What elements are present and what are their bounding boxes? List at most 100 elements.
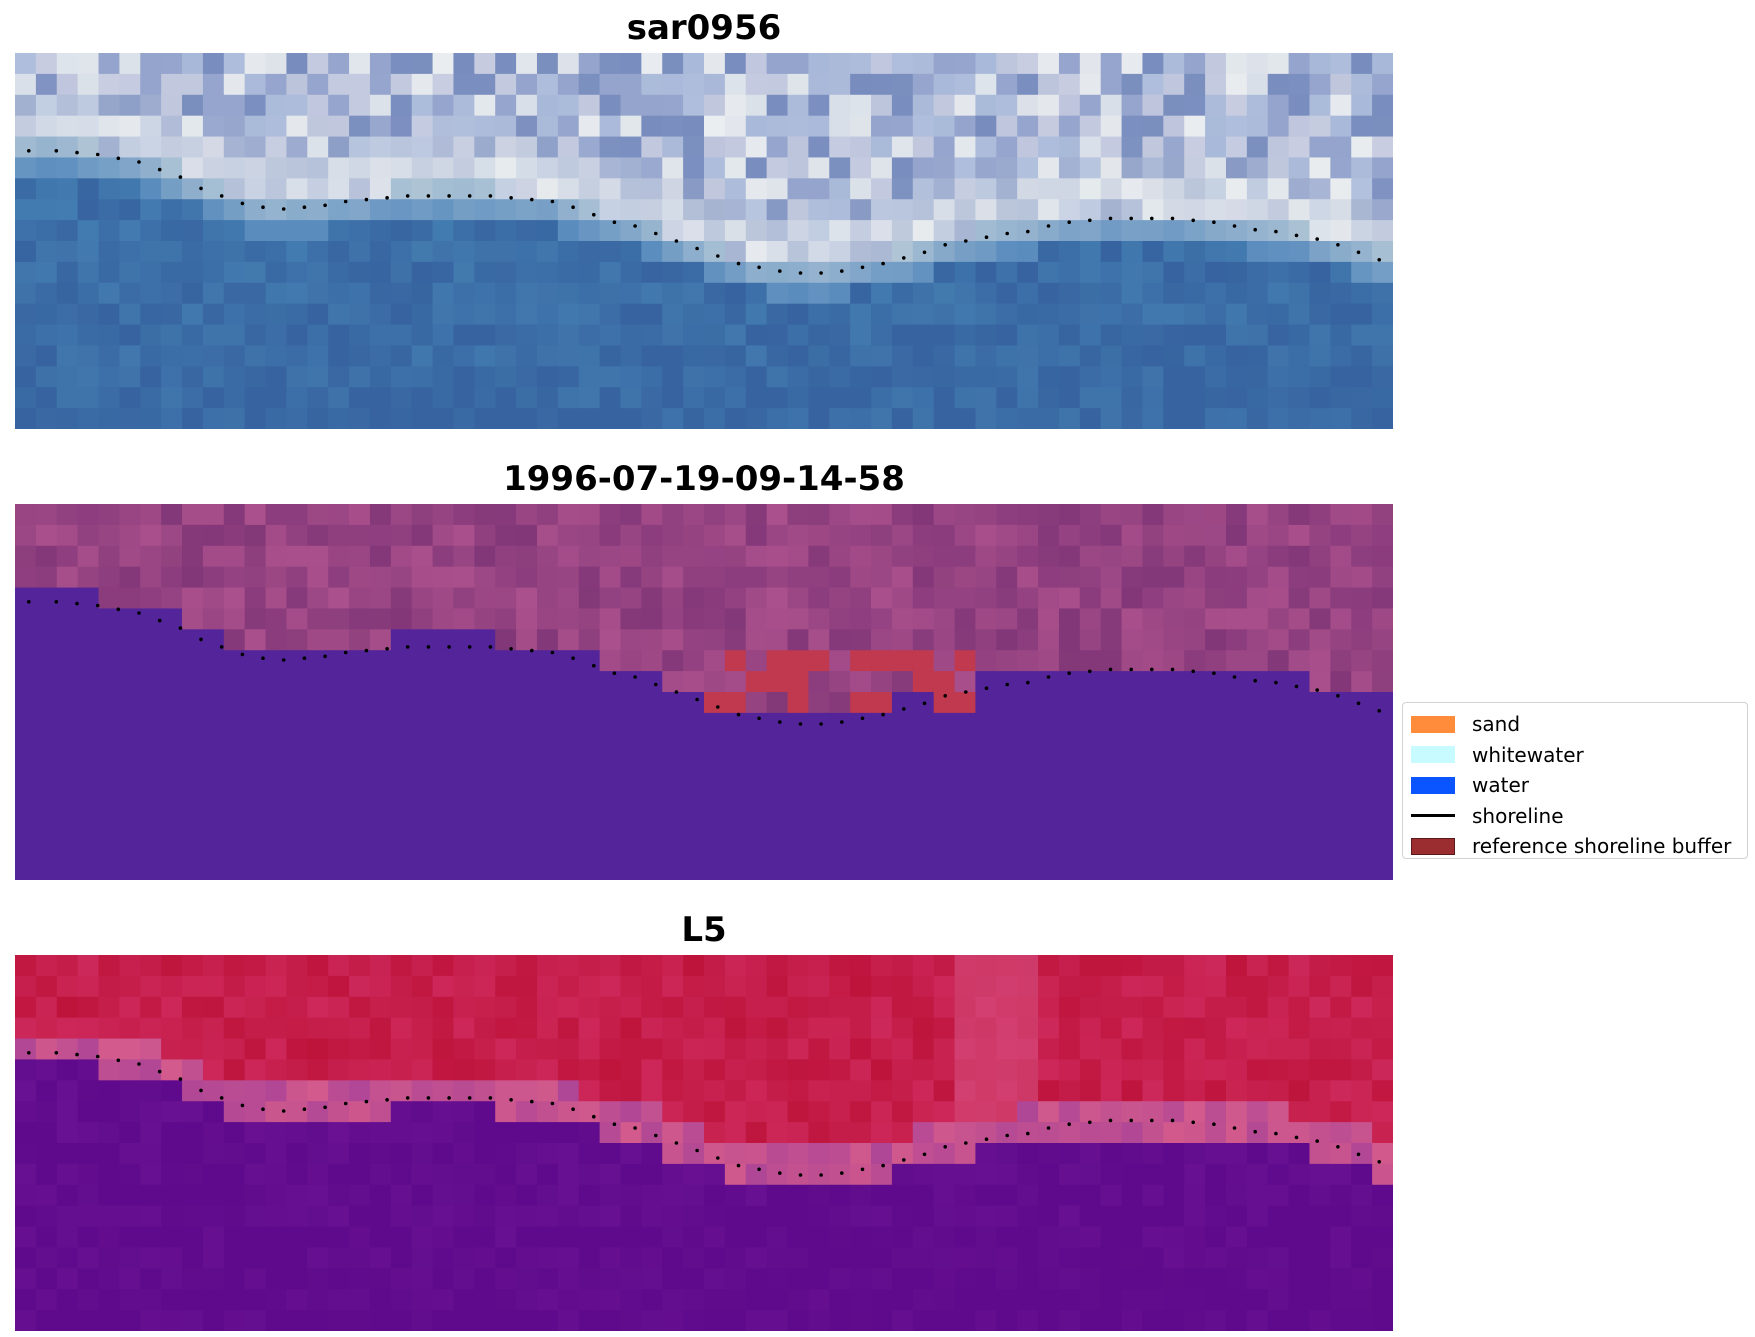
pixel-cell	[474, 241, 496, 263]
pixel-cell	[516, 366, 538, 388]
pixel-cell	[1184, 587, 1206, 610]
pixel-cell	[891, 261, 914, 284]
pixel-cell	[244, 1059, 267, 1081]
shoreline-point	[695, 1148, 699, 1153]
pixel-cell	[495, 733, 517, 756]
pixel-cell	[307, 53, 329, 75]
pixel-cell	[1372, 504, 1393, 526]
pixel-cell	[432, 796, 455, 818]
pixel-cell	[1351, 524, 1373, 547]
pixel-cell	[15, 838, 37, 860]
pixel-cell	[1184, 566, 1206, 589]
pixel-cell	[850, 324, 872, 347]
pixel-cell	[578, 178, 601, 200]
pixel-cell	[432, 261, 455, 284]
pixel-cell	[1163, 1268, 1185, 1290]
pixel-cell	[1205, 261, 1227, 284]
pixel-cell	[223, 859, 246, 880]
pixel-cell	[1288, 1143, 1311, 1165]
shoreline-point	[530, 197, 534, 202]
pixel-cell	[787, 1289, 809, 1311]
pixel-cell	[1121, 1289, 1144, 1311]
pixel-cell	[1372, 796, 1393, 818]
pixel-cell	[98, 1310, 120, 1331]
pixel-cell	[140, 775, 162, 798]
pixel-cell	[390, 975, 413, 998]
pixel-cell	[1038, 1226, 1060, 1249]
pixel-cell	[724, 73, 747, 96]
pixel-cell	[119, 1122, 141, 1144]
pixel-cell	[1017, 1310, 1039, 1331]
pixel-cell	[369, 671, 392, 693]
pixel-cell	[1330, 1184, 1352, 1207]
pixel-cell	[77, 1205, 100, 1228]
pixel-cell	[933, 838, 956, 860]
pixel-cell	[1038, 712, 1060, 735]
pixel-cell	[850, 241, 872, 263]
pixel-cell	[808, 1122, 830, 1144]
pixel-cell	[1163, 754, 1185, 777]
pixel-cell	[349, 1080, 371, 1102]
pixel-cell	[453, 282, 475, 305]
pixel-cell	[599, 975, 622, 998]
pixel-cell	[182, 261, 204, 284]
legend-item-shoreline: shoreline	[1411, 801, 1739, 832]
pixel-cell	[432, 1184, 455, 1207]
pixel-cell	[850, 817, 872, 839]
pixel-cell	[1184, 408, 1206, 429]
pixel-cell	[871, 241, 893, 263]
pixel-cell	[516, 838, 538, 860]
pixel-cell	[411, 241, 434, 263]
pixel-cell	[77, 1080, 100, 1102]
pixel-cell	[182, 975, 204, 998]
pixel-cell	[1184, 157, 1206, 179]
pixel-cell	[474, 1289, 496, 1311]
pixel-cell	[1246, 1017, 1269, 1040]
pixel-cell	[745, 1310, 768, 1331]
pixel-cell	[891, 817, 914, 839]
pixel-cell	[349, 955, 371, 977]
pixel-cell	[1372, 587, 1393, 610]
pixel-cell	[912, 754, 935, 777]
pixel-cell	[56, 345, 79, 367]
pixel-cell	[933, 178, 956, 200]
pixel-cell	[724, 178, 747, 200]
pixel-cell	[557, 692, 580, 714]
pixel-cell	[912, 566, 935, 589]
pixel-cell	[1121, 629, 1144, 651]
pixel-cell	[56, 1184, 79, 1207]
pixel-cell	[975, 1101, 997, 1123]
pixel-cell	[244, 157, 267, 179]
pixel-cell	[1142, 1205, 1164, 1228]
pixel-cell	[620, 387, 642, 409]
pixel-cell	[996, 1080, 1018, 1102]
pixel-cell	[933, 608, 956, 630]
pixel-cell	[182, 608, 204, 630]
pixel-cell	[495, 1205, 517, 1228]
pixel-cell	[98, 712, 120, 735]
pixel-cell	[578, 955, 601, 977]
shoreline-point	[364, 648, 369, 653]
pixel-cell	[1351, 1226, 1373, 1249]
pixel-cell	[1142, 524, 1164, 547]
pixel-cell	[1330, 94, 1352, 117]
pixel-cell	[1163, 733, 1185, 756]
pixel-cell	[1038, 859, 1060, 880]
pixel-cell	[683, 587, 705, 610]
pixel-cell	[1351, 178, 1373, 200]
pixel-cell	[1017, 1101, 1039, 1123]
pixel-cell	[265, 754, 288, 777]
pixel-cell	[495, 1163, 517, 1186]
pixel-cell	[1142, 94, 1164, 117]
pixel-cell	[954, 955, 977, 977]
pixel-cell	[704, 1289, 726, 1311]
pixel-cell	[1351, 261, 1373, 284]
pixel-cell	[1100, 838, 1123, 860]
pixel-cell	[745, 504, 768, 526]
shoreline-point	[157, 167, 162, 172]
pixel-cell	[411, 366, 434, 388]
pixel-cell	[474, 1247, 496, 1269]
pixel-cell	[349, 1038, 371, 1061]
pixel-cell	[453, 408, 475, 429]
pixel-cell	[766, 1310, 789, 1331]
